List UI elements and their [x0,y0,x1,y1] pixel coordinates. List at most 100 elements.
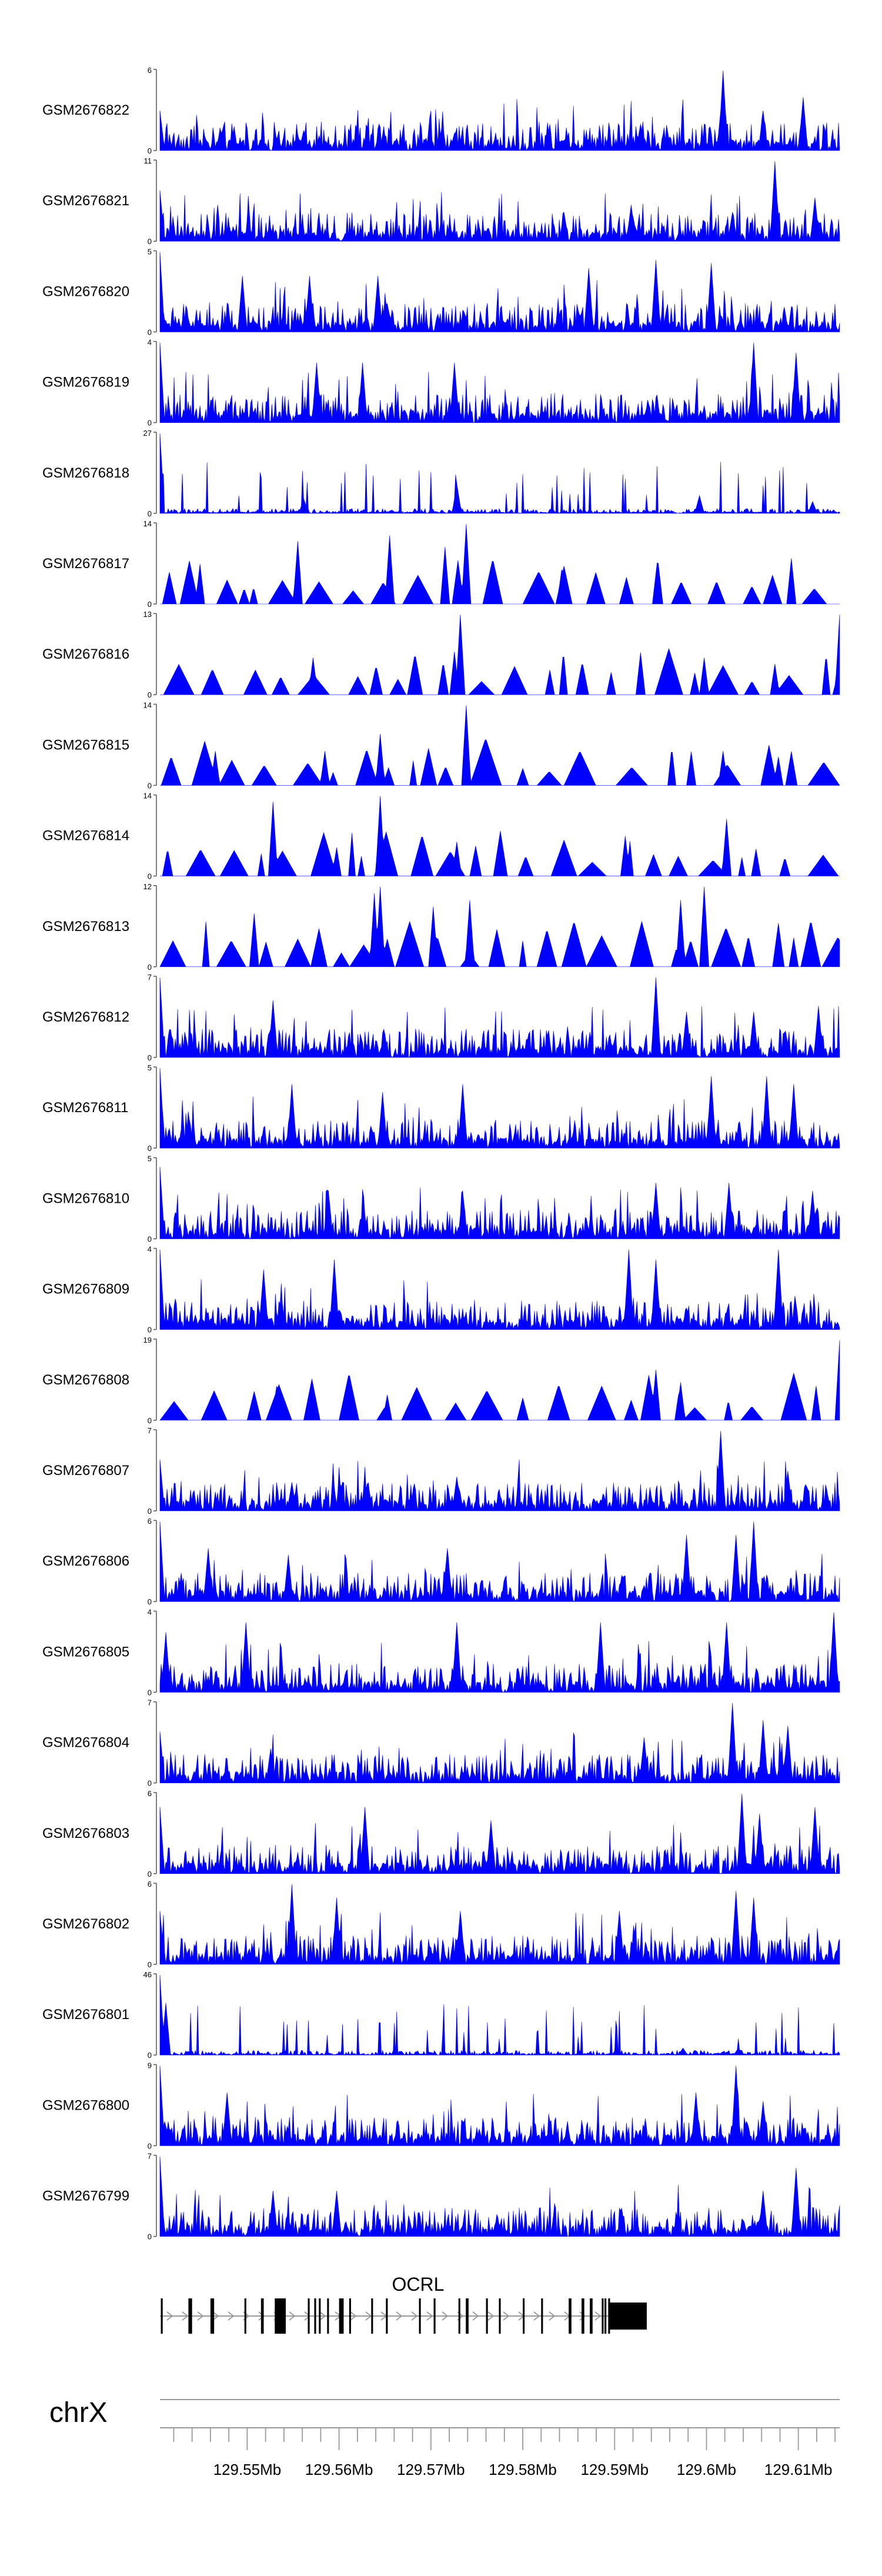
x-tick-label: 129.55Mb [213,2461,282,2478]
track-label: GSM2676808 [42,1372,129,1388]
track-GSM2676810: GSM2676810 5 0 [42,1154,840,1243]
track-label: GSM2676820 [42,283,129,299]
y-axis-max-label: 7 [148,973,152,982]
x-tick-label: 129.56Mb [305,2461,373,2478]
track-GSM2676800: GSM2676800 9 0 [42,2061,840,2150]
y-axis-zero-label: 0 [148,509,152,518]
track-GSM2676813: GSM2676813 12 0 [42,882,840,972]
x-tick-label: 129.59Mb [580,2461,649,2478]
strand-arrow [365,2311,372,2321]
y-axis-zero-label: 0 [148,1870,152,1878]
y-axis-max-label: 6 [148,1880,152,1888]
y-axis-zero-label: 0 [148,781,152,790]
y-axis-max-label: 19 [143,1336,152,1344]
y-axis-zero-label: 0 [148,872,152,881]
exon-1 [161,2298,163,2334]
coverage-area [159,1166,840,1239]
track-GSM2676818: GSM2676818 27 0 [42,429,840,518]
y-axis-zero-label: 0 [148,237,152,246]
track-GSM2676804: GSM2676804 7 0 [42,1699,840,1788]
coverage-area [159,2066,840,2146]
track-label: GSM2676810 [42,1190,129,1206]
track-label: GSM2676822 [42,102,129,118]
coverage-area [159,1249,840,1330]
coverage-area [159,1068,840,1149]
track-GSM2676803: GSM2676803 6 0 [42,1789,840,1878]
track-label: GSM2676816 [42,646,129,662]
track-label: GSM2676802 [42,1916,129,1932]
x-tick-label: 129.61Mb [764,2461,833,2478]
y-axis-max-label: 4 [148,338,152,347]
track-GSM2676817: GSM2676817 14 0 [42,519,840,609]
strand-arrow [549,2311,556,2321]
coverage-tracks: GSM267682260GSM2676821110GSM267682050GSM… [42,66,840,2241]
exon-12 [349,2298,351,2334]
coverage-area [160,796,840,876]
track-label: GSM2676805 [42,1644,129,1660]
coverage-area [160,523,840,605]
gene-track: OCRL [160,2274,647,2334]
genome-axis: chrX 129.55Mb 129.56Mb 129.57Mb 129.58Mb 129.… [49,2397,840,2478]
coverage-area [159,1975,840,2056]
y-axis-max-label: 9 [148,2061,152,2070]
coverage-area [159,1430,840,1511]
track-label: GSM2676806 [42,1553,129,1569]
y-axis-zero-label: 0 [148,2233,152,2241]
y-axis-zero-label: 0 [148,419,152,428]
y-axis-zero-label: 0 [148,1597,152,1606]
y-axis-zero-label: 0 [148,690,152,699]
coverage-area [159,70,840,151]
coverage-area [159,1884,840,1965]
track-GSM2676799: GSM2676799 7 0 [42,2152,840,2241]
strand-arrow [411,2311,418,2321]
y-axis-zero-label: 0 [148,328,152,336]
y-axis-max-label: 7 [148,1426,152,1435]
exon-19 [486,2298,488,2334]
track-label: GSM2676814 [42,828,129,844]
coverage-area [159,977,840,1059]
strand-arrow [166,2311,173,2321]
strand-arrow [533,2311,540,2321]
y-axis-max-label: 5 [148,247,152,256]
strand-arrow [487,2311,495,2321]
exon-11 [339,2298,344,2334]
exon-10 [327,2298,329,2334]
exon-24 [582,2298,584,2334]
track-label: GSM2676807 [42,1463,129,1479]
coverage-area [159,1612,840,1693]
y-axis-max-label: 46 [143,1970,152,1979]
track-GSM2676807: GSM2676807 7 0 [42,1426,840,1516]
exon-3 [210,2298,215,2334]
track-label: GSM2676819 [42,375,129,391]
x-tick-label: 129.57Mb [397,2461,465,2478]
y-axis-max-label: 13 [143,610,152,619]
coverage-area [160,705,840,786]
coverage-area [159,252,840,332]
track-label: GSM2676811 [42,1100,128,1116]
strand-arrow [289,2311,296,2321]
exon-28 [608,2298,610,2334]
exon-22 [541,2298,543,2334]
track-GSM2676808: GSM2676808 19 0 [42,1336,840,1425]
y-axis-zero-label: 0 [148,1053,152,1062]
y-axis-max-label: 5 [148,1154,152,1163]
strand-arrow [594,2311,602,2321]
coverage-area [159,1703,840,1784]
exon-18 [466,2298,469,2334]
strand-arrow [442,2311,449,2321]
y-axis-max-label: 12 [143,882,152,891]
y-axis-max-label: 4 [148,1607,152,1616]
x-tick-label: 129.6Mb [677,2461,736,2478]
exon-13 [371,2298,373,2334]
strand-arrow [258,2311,265,2321]
track-label: GSM2676800 [42,2097,129,2113]
y-axis-zero-label: 0 [148,963,152,972]
strand-arrow [579,2311,586,2321]
track-GSM2676822: GSM2676822 6 0 [42,66,840,155]
exon-26 [602,2298,604,2334]
y-axis-zero-label: 0 [148,1416,152,1425]
strand-arrow [212,2311,219,2321]
coverage-area [159,433,840,514]
y-axis-zero-label: 0 [148,1779,152,1788]
track-GSM2676811: GSM2676811 5 0 [42,1063,840,1153]
